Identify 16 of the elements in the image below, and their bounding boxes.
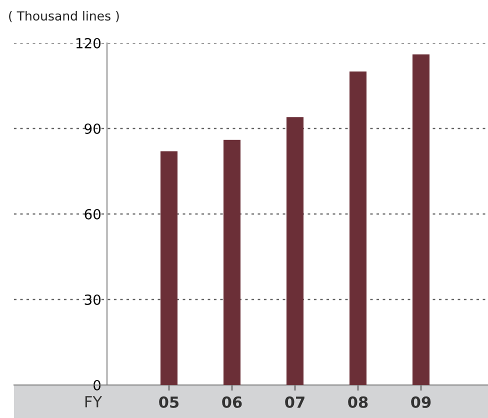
bar bbox=[412, 54, 430, 385]
bar bbox=[286, 117, 304, 385]
y-tick-label: 30 bbox=[84, 294, 101, 305]
x-tick-label: 07 bbox=[285, 396, 304, 408]
y-tick-label: 120 bbox=[76, 38, 101, 48]
bar bbox=[160, 151, 178, 385]
x-axis-title: FY bbox=[85, 396, 102, 408]
x-tick-label: 06 bbox=[222, 396, 242, 408]
y-tick-label: 90 bbox=[84, 123, 101, 134]
bar bbox=[349, 72, 367, 385]
y-tick-label: 60 bbox=[84, 208, 101, 220]
x-tick-label: 08 bbox=[348, 396, 368, 408]
y-axis-title: ( Thousand lines ) bbox=[9, 10, 119, 22]
x-tick-label: 09 bbox=[411, 396, 431, 408]
x-tick-label: 05 bbox=[159, 396, 179, 408]
bar bbox=[223, 140, 241, 385]
